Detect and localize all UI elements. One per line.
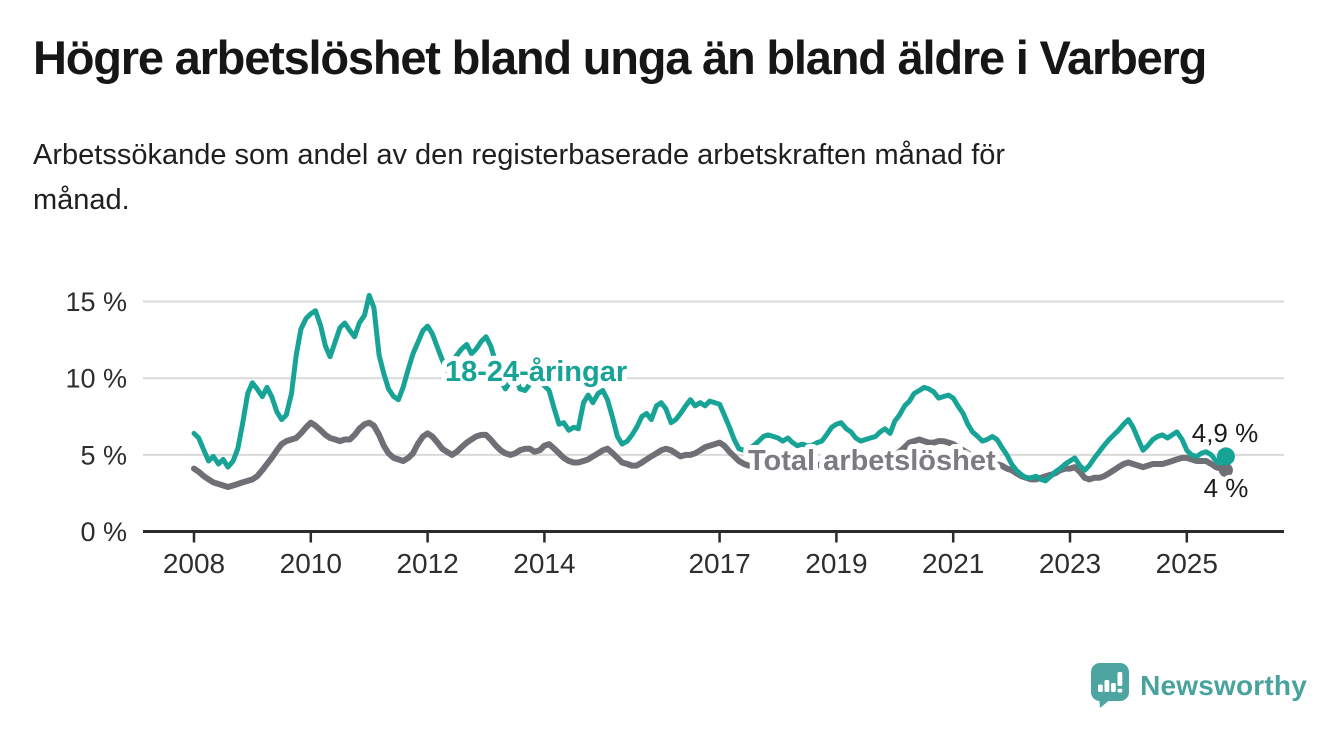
x-tick-label: 2021 bbox=[922, 548, 984, 579]
x-tick-label: 2012 bbox=[396, 548, 458, 579]
x-tick-label: 2017 bbox=[688, 548, 750, 579]
x-tick-label: 2008 bbox=[163, 548, 225, 579]
series-end-dot-total bbox=[1218, 463, 1233, 478]
x-tick-label: 2010 bbox=[280, 548, 342, 579]
series-line-youth bbox=[191, 292, 1229, 484]
x-tick-label: 2023 bbox=[1039, 548, 1101, 579]
y-tick-label: 15 % bbox=[65, 287, 127, 317]
x-tick-label: 2025 bbox=[1156, 548, 1218, 579]
series-end-value-total: 4 % bbox=[1204, 473, 1249, 503]
newsworthy-logo-icon bbox=[1091, 663, 1130, 708]
series-label-total: Total arbetslöshet bbox=[748, 445, 996, 477]
newsworthy-logo-text: Newsworthy bbox=[1140, 669, 1307, 701]
branding-footer: Newsworthy bbox=[1091, 663, 1307, 708]
x-tick-label: 2014 bbox=[513, 548, 575, 579]
chart-subtitle: Arbetssökande som andel av den registerb… bbox=[33, 139, 1006, 216]
y-tick-label: 0 % bbox=[80, 517, 127, 547]
y-tick-label: 5 % bbox=[80, 440, 127, 470]
y-tick-label: 10 % bbox=[65, 364, 127, 394]
series-end-value-youth: 4,9 % bbox=[1192, 418, 1259, 448]
page-title: Högre arbetslöshet bland unga än bland ä… bbox=[33, 31, 1207, 84]
x-tick-label: 2019 bbox=[805, 548, 867, 579]
series-label-youth: 18-24-åringar bbox=[445, 356, 627, 388]
series-end-dot-youth bbox=[1216, 447, 1235, 466]
